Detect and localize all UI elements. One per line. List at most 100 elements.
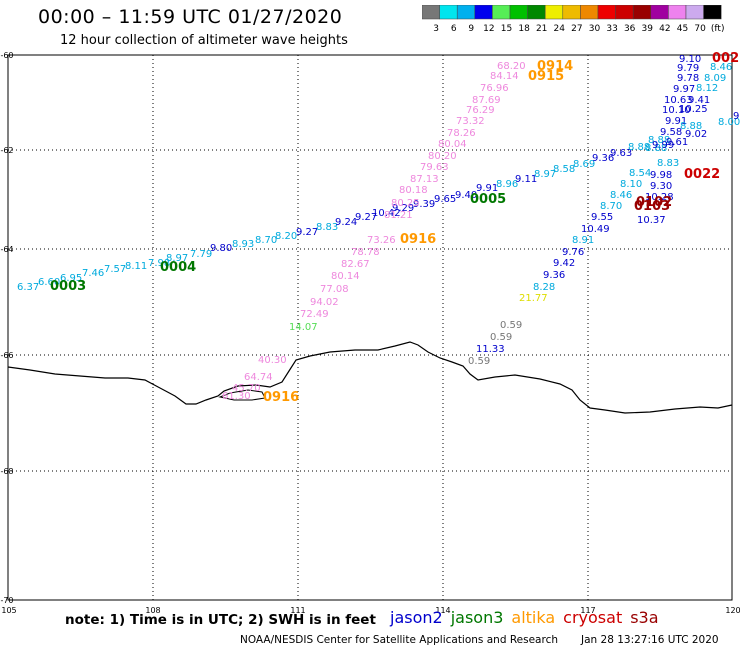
wave-height-label: 0.59 xyxy=(468,356,490,367)
wave-height-label: 8.69 xyxy=(573,159,595,170)
pass-id-label: 0022 xyxy=(712,51,740,66)
wave-height-label: 8.58 xyxy=(553,164,575,175)
wave-height-label: 14.07 xyxy=(289,322,318,333)
colorbar-tick-label: 27 xyxy=(571,24,582,34)
longitude-label: 111 xyxy=(290,606,305,615)
colorbar-tick-label: 3 xyxy=(433,24,439,34)
wave-height-label: 0.59 xyxy=(500,320,522,331)
wave-height-label: 9.39 xyxy=(413,199,435,210)
wave-height-label: 9.42 xyxy=(553,258,575,269)
wave-height-label: 61.30 xyxy=(222,391,251,402)
wave-height-label: 8.09 xyxy=(704,73,726,84)
legend-s3a: s3a xyxy=(630,608,659,627)
latitude-label: -66 xyxy=(0,351,13,360)
wave-height-label: 8.88 xyxy=(680,121,702,132)
wave-height-label: 40.30 xyxy=(258,355,287,366)
wave-height-label: 8.88 xyxy=(648,135,670,146)
wave-height-label: 9.24 xyxy=(733,111,740,122)
wave-height-label: 6.95 xyxy=(60,273,82,284)
wave-height-label: 80.18 xyxy=(399,185,428,196)
wave-height-label: 68.20 xyxy=(497,61,526,72)
colorbar-tick-label: (ft) xyxy=(711,24,725,34)
wave-height-label: 9.99 xyxy=(652,140,674,151)
wave-height-label: 7.46 xyxy=(82,268,104,279)
color-scale-legend: 3 6 9 12 15 18 21 24 27 30 33 36 39 42 45 70 (ft) xyxy=(422,5,725,34)
longitude-label: 108 xyxy=(145,606,160,615)
wave-height-label: 9.41 xyxy=(688,95,710,106)
colorbar-tick-label: 18 xyxy=(518,24,530,34)
wave-height-label: 9.61 xyxy=(666,137,688,148)
pass-id-label: 0005 xyxy=(470,192,506,207)
wave-height-label: 77.08 xyxy=(320,284,349,295)
wave-height-label: 8.20 xyxy=(275,231,297,242)
wave-height-label: 10.37 xyxy=(637,215,666,226)
wave-height-label: 9.24 xyxy=(335,217,357,228)
wave-height-label: 9.27 xyxy=(355,212,377,223)
colorbar-tick-label: 15 xyxy=(501,24,512,34)
wave-height-label: 9.98 xyxy=(650,170,672,181)
wave-height-label: 87.69 xyxy=(472,95,501,106)
wave-height-label: 10.10 xyxy=(662,105,691,116)
wave-height-label: 9.65 xyxy=(434,194,456,205)
pass-id-label: 0022 xyxy=(684,167,720,182)
colorbar-tick-label: 33 xyxy=(606,24,617,34)
wave-height-label: 8.11 xyxy=(125,261,147,272)
colorbar-tick-label: 42 xyxy=(659,24,670,34)
latitude-label: -68 xyxy=(0,467,13,476)
colorbar-tick-label: 45 xyxy=(677,24,688,34)
longitude-label: 114 xyxy=(435,606,450,615)
wave-height-label: 8.54 xyxy=(629,168,651,179)
wave-height-label: 94.02 xyxy=(310,297,339,308)
wave-height-label: 64.74 xyxy=(244,372,273,383)
wave-height-label: 8.00 xyxy=(718,117,740,128)
wave-height-label: 9.36 xyxy=(543,270,565,281)
map-subtitle: 12 hour collection of altimeter wave hei… xyxy=(60,33,348,48)
wave-height-label: 8.96 xyxy=(496,179,518,190)
map-frame xyxy=(7,54,733,601)
wave-height-label: 6.60 xyxy=(38,277,60,288)
legend-cryosat: cryosat xyxy=(563,608,623,627)
wave-height-label: 8.83 xyxy=(316,222,338,233)
wave-height-label: 9.10 xyxy=(679,54,701,65)
wave-height-label: 9.55 xyxy=(591,212,613,223)
wave-height-label: 8.12 xyxy=(696,83,718,94)
colorbar-tick-label: 9 xyxy=(468,24,474,34)
wave-height-label: 9.40 xyxy=(455,190,477,201)
wave-height-label: 78.78 xyxy=(351,247,380,258)
wave-height-label: 6.37 xyxy=(17,282,39,293)
wave-height-label: 87.13 xyxy=(410,174,439,185)
wave-height-label: 8.46 xyxy=(610,190,632,201)
longitude-label: 105 xyxy=(1,606,16,615)
wave-height-label: 8.70 xyxy=(255,235,277,246)
wave-height-label: 84.14 xyxy=(490,71,519,82)
wave-height-label: 9.27 xyxy=(296,227,318,238)
wave-height-label: 7.57 xyxy=(104,264,126,275)
wave-height-label: 82.67 xyxy=(341,259,370,270)
longitude-label: 117 xyxy=(580,606,595,615)
latitude-label: -60 xyxy=(0,51,13,60)
pass-id-label: 0102 xyxy=(636,195,672,210)
wave-height-label: 9.29 xyxy=(392,203,414,214)
wave-height-label: 10.63 xyxy=(664,95,693,106)
wave-height-label: 80.25 xyxy=(391,198,420,209)
legend-altika: altika xyxy=(511,608,556,627)
colorbar-tick-label: 39 xyxy=(642,24,654,34)
pass-id-label: 0916 xyxy=(400,232,436,247)
wave-height-label: 8.88 xyxy=(628,142,650,153)
wave-height-label: 73.32 xyxy=(456,116,485,127)
footnote: note: 1) Time is in UTC; 2) SWH is in fe… xyxy=(65,612,376,628)
wave-height-label: 7.98 xyxy=(148,258,170,269)
colorbar-tick-label: 12 xyxy=(483,24,494,34)
wave-height-label: 9.79 xyxy=(677,63,699,74)
wave-height-label: 9.78 xyxy=(677,73,699,84)
island-outline xyxy=(218,389,266,401)
colorbar-tick-label: 30 xyxy=(589,24,601,34)
wave-height-label: 8.10 xyxy=(620,179,642,190)
wave-height-label: 76.96 xyxy=(480,83,509,94)
wave-height-label: 10.49 xyxy=(581,224,610,235)
legend-jason2: jason2 xyxy=(390,608,443,627)
wave-height-label: 8.91 xyxy=(572,235,594,246)
pass-id-label: 0916 xyxy=(263,390,299,405)
wave-height-label: 10.42 xyxy=(372,208,401,219)
